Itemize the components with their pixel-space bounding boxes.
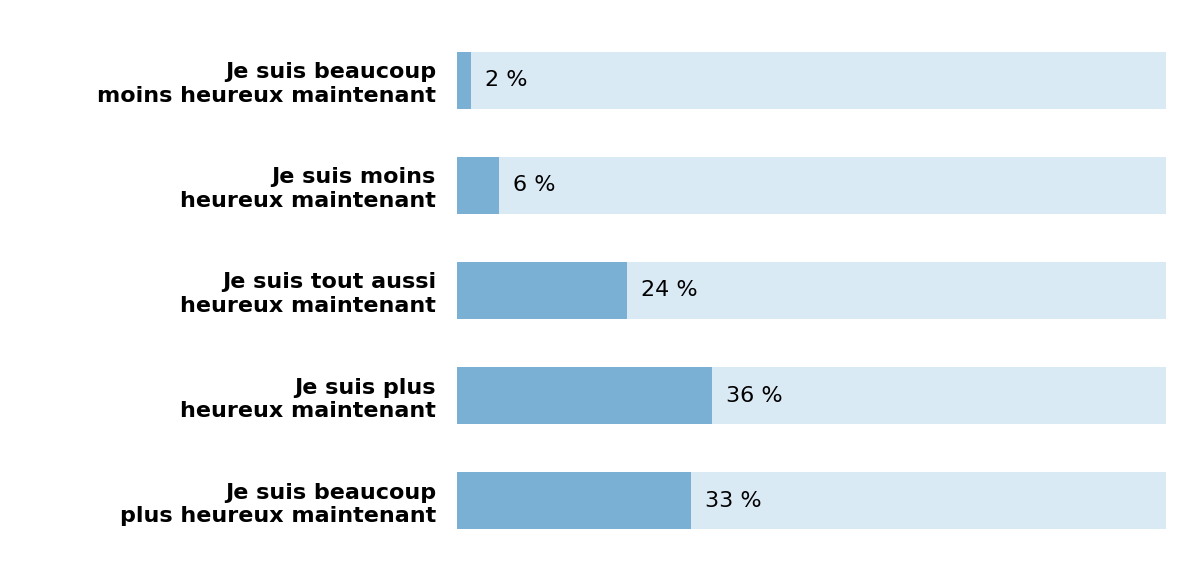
Bar (457, 157, 499, 214)
Bar (457, 367, 1166, 424)
Text: 36 %: 36 % (726, 386, 783, 406)
Text: 6 %: 6 % (513, 175, 557, 195)
Bar (457, 367, 712, 424)
Text: 33 %: 33 % (704, 490, 762, 511)
Bar (457, 157, 1166, 214)
Bar (457, 472, 1166, 529)
Bar (457, 52, 471, 109)
Bar (457, 261, 627, 320)
Text: 24 %: 24 % (641, 281, 698, 300)
Bar (457, 472, 691, 529)
Bar (457, 261, 1166, 320)
Text: 2 %: 2 % (486, 70, 528, 91)
Bar (457, 52, 1166, 109)
